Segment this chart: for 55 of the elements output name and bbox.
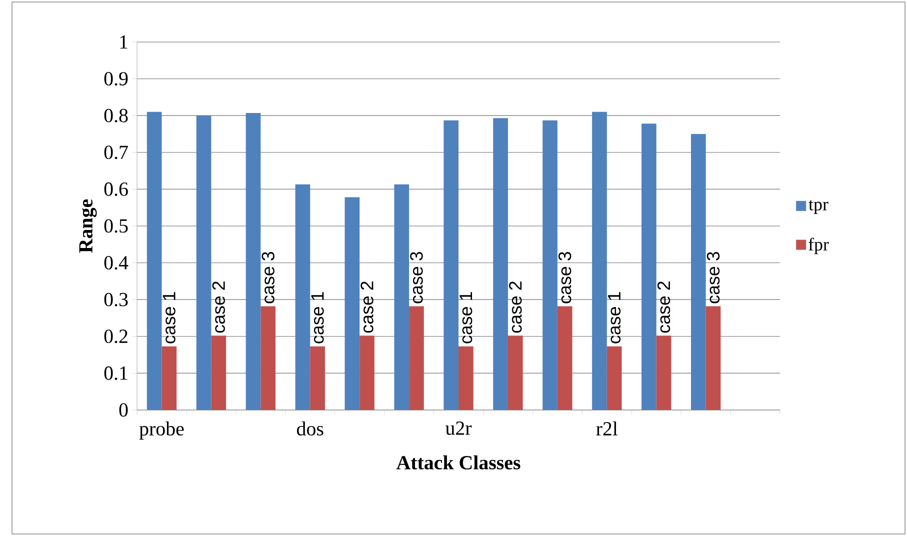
- bar: [409, 306, 424, 410]
- data-label: case 2: [360, 282, 374, 333]
- bar: [246, 113, 261, 410]
- bar: [260, 306, 276, 410]
- y-axis-title: Range: [79, 199, 97, 253]
- legend-label: tpr: [808, 200, 828, 214]
- bar: [344, 197, 360, 410]
- x-axis-title: Attack Classes: [396, 455, 520, 470]
- bar: [690, 134, 706, 410]
- data-label: case 1: [608, 292, 621, 344]
- bar: [211, 336, 226, 410]
- y-tick-label: 0: [119, 403, 128, 417]
- y-tick-label: 0.1: [104, 366, 128, 380]
- bar: [162, 346, 177, 410]
- x-tick-label: r2l: [596, 422, 618, 436]
- legend-label: fpr: [808, 238, 829, 254]
- data-label: case 1: [311, 292, 324, 344]
- y-tick-label: 0.3: [104, 292, 128, 306]
- bar: [592, 112, 607, 410]
- data-label: case 2: [657, 282, 670, 333]
- data-label: case 3: [558, 252, 572, 304]
- y-tick-label: 0.8: [104, 108, 128, 122]
- y-tick-label: 0.9: [104, 72, 128, 86]
- y-tick-label: 0.7: [104, 146, 128, 160]
- bar: [656, 336, 672, 410]
- bar: [557, 306, 572, 410]
- bar: [146, 112, 162, 410]
- data-label: case 2: [212, 282, 225, 333]
- data-label: case 1: [162, 292, 176, 344]
- y-tick-label: 1: [120, 35, 128, 49]
- bar: [196, 116, 212, 410]
- x-tick-label: probe: [139, 422, 184, 440]
- y-tick-label: 0.4: [104, 256, 128, 270]
- x-tick-label: dos: [297, 422, 324, 436]
- data-label: case 3: [706, 252, 720, 304]
- data-label: case 1: [460, 292, 472, 344]
- data-label: case 3: [410, 252, 423, 304]
- y-tick-label: 0.5: [104, 219, 128, 233]
- bar: [458, 346, 474, 410]
- bar: [508, 336, 523, 410]
- bar: [606, 346, 622, 410]
- data-label: case 3: [262, 252, 274, 304]
- bar: [444, 120, 459, 410]
- data-label: case 2: [509, 282, 522, 333]
- bar: [295, 184, 310, 410]
- bar: [493, 118, 508, 410]
- x-tick-label: u2r: [445, 422, 472, 435]
- y-tick-label: 0.6: [104, 182, 128, 196]
- bar: [360, 336, 374, 410]
- bar: [642, 124, 656, 410]
- y-tick-label: 0.2: [104, 330, 128, 344]
- bar: [542, 120, 558, 410]
- bar: [394, 184, 410, 410]
- bar: [310, 346, 325, 410]
- bar: [706, 306, 721, 410]
